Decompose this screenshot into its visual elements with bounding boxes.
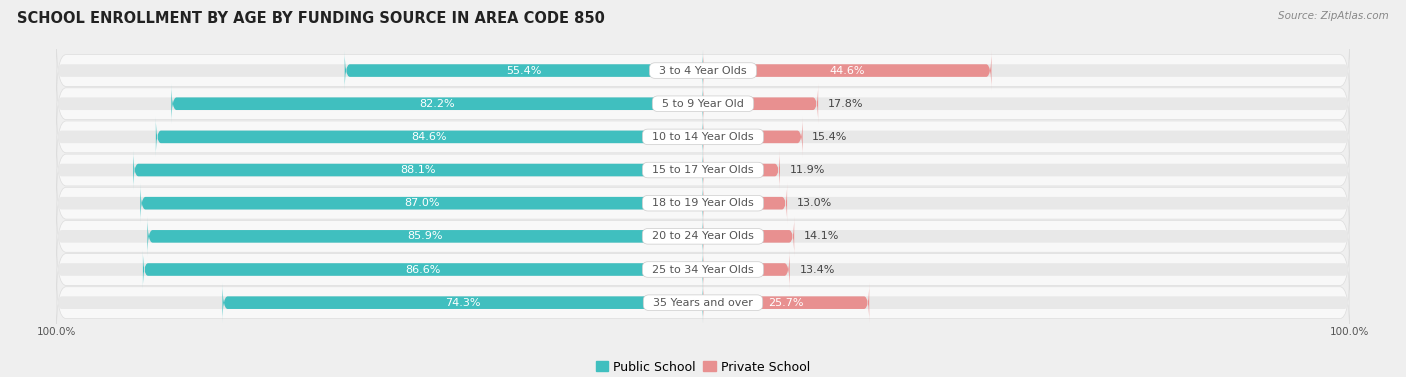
FancyBboxPatch shape bbox=[148, 216, 703, 257]
Text: 55.4%: 55.4% bbox=[506, 66, 541, 75]
Text: 20 to 24 Year Olds: 20 to 24 Year Olds bbox=[645, 231, 761, 241]
Text: 35 Years and over: 35 Years and over bbox=[647, 298, 759, 308]
FancyBboxPatch shape bbox=[344, 51, 703, 91]
Text: 87.0%: 87.0% bbox=[404, 198, 440, 208]
FancyBboxPatch shape bbox=[703, 83, 818, 124]
FancyBboxPatch shape bbox=[56, 216, 703, 257]
FancyBboxPatch shape bbox=[703, 150, 1350, 190]
FancyBboxPatch shape bbox=[703, 83, 1350, 124]
FancyBboxPatch shape bbox=[56, 103, 1350, 171]
FancyBboxPatch shape bbox=[56, 37, 1350, 104]
FancyBboxPatch shape bbox=[56, 249, 703, 290]
Text: 25.7%: 25.7% bbox=[768, 298, 804, 308]
FancyBboxPatch shape bbox=[56, 269, 1350, 337]
FancyBboxPatch shape bbox=[141, 183, 703, 224]
Text: 18 to 19 Year Olds: 18 to 19 Year Olds bbox=[645, 198, 761, 208]
FancyBboxPatch shape bbox=[56, 70, 1350, 138]
FancyBboxPatch shape bbox=[56, 150, 703, 190]
Text: 17.8%: 17.8% bbox=[828, 99, 863, 109]
Text: 14.1%: 14.1% bbox=[804, 231, 839, 241]
FancyBboxPatch shape bbox=[703, 183, 1350, 224]
FancyBboxPatch shape bbox=[56, 202, 1350, 270]
FancyBboxPatch shape bbox=[156, 116, 703, 157]
FancyBboxPatch shape bbox=[703, 216, 794, 257]
Text: 85.9%: 85.9% bbox=[408, 231, 443, 241]
FancyBboxPatch shape bbox=[703, 51, 991, 91]
Text: 44.6%: 44.6% bbox=[830, 66, 865, 75]
FancyBboxPatch shape bbox=[703, 282, 869, 323]
Text: 82.2%: 82.2% bbox=[419, 99, 456, 109]
FancyBboxPatch shape bbox=[143, 249, 703, 290]
FancyBboxPatch shape bbox=[56, 169, 1350, 237]
FancyBboxPatch shape bbox=[703, 150, 780, 190]
Text: 86.6%: 86.6% bbox=[405, 265, 440, 274]
FancyBboxPatch shape bbox=[56, 236, 1350, 303]
FancyBboxPatch shape bbox=[703, 116, 803, 157]
Text: 10 to 14 Year Olds: 10 to 14 Year Olds bbox=[645, 132, 761, 142]
FancyBboxPatch shape bbox=[172, 83, 703, 124]
Text: 88.1%: 88.1% bbox=[401, 165, 436, 175]
FancyBboxPatch shape bbox=[703, 282, 1350, 323]
FancyBboxPatch shape bbox=[703, 249, 790, 290]
Text: 25 to 34 Year Olds: 25 to 34 Year Olds bbox=[645, 265, 761, 274]
FancyBboxPatch shape bbox=[703, 249, 1350, 290]
Text: 15 to 17 Year Olds: 15 to 17 Year Olds bbox=[645, 165, 761, 175]
Text: 13.4%: 13.4% bbox=[800, 265, 835, 274]
FancyBboxPatch shape bbox=[703, 216, 1350, 257]
Text: 11.9%: 11.9% bbox=[790, 165, 825, 175]
FancyBboxPatch shape bbox=[56, 282, 703, 323]
FancyBboxPatch shape bbox=[56, 136, 1350, 204]
FancyBboxPatch shape bbox=[703, 116, 1350, 157]
FancyBboxPatch shape bbox=[703, 51, 1350, 91]
Text: SCHOOL ENROLLMENT BY AGE BY FUNDING SOURCE IN AREA CODE 850: SCHOOL ENROLLMENT BY AGE BY FUNDING SOUR… bbox=[17, 11, 605, 26]
FancyBboxPatch shape bbox=[703, 183, 787, 224]
Text: Source: ZipAtlas.com: Source: ZipAtlas.com bbox=[1278, 11, 1389, 21]
Legend: Public School, Private School: Public School, Private School bbox=[591, 356, 815, 377]
FancyBboxPatch shape bbox=[134, 150, 703, 190]
Text: 3 to 4 Year Olds: 3 to 4 Year Olds bbox=[652, 66, 754, 75]
FancyBboxPatch shape bbox=[56, 183, 703, 224]
Text: 74.3%: 74.3% bbox=[444, 298, 481, 308]
FancyBboxPatch shape bbox=[56, 116, 703, 157]
Text: 84.6%: 84.6% bbox=[412, 132, 447, 142]
FancyBboxPatch shape bbox=[222, 282, 703, 323]
Text: 5 to 9 Year Old: 5 to 9 Year Old bbox=[655, 99, 751, 109]
Text: 13.0%: 13.0% bbox=[797, 198, 832, 208]
Text: 15.4%: 15.4% bbox=[813, 132, 848, 142]
FancyBboxPatch shape bbox=[56, 83, 703, 124]
FancyBboxPatch shape bbox=[56, 51, 703, 91]
